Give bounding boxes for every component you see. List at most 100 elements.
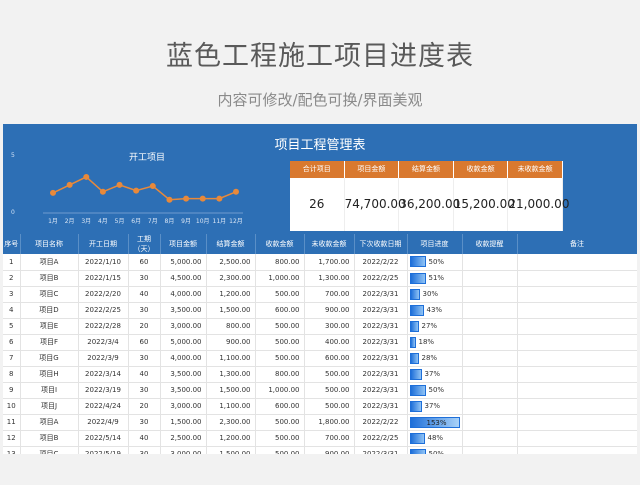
cell-amount[interactable]: 4,000.00 — [160, 350, 207, 367]
cell-amount[interactable]: 5,000.00 — [160, 254, 207, 271]
cell-progress[interactable]: 50% — [407, 254, 463, 271]
cell-amount[interactable]: 4,000.00 — [160, 286, 207, 303]
cell-next[interactable]: 2022/3/31 — [354, 334, 408, 351]
cell-name[interactable]: 项目D — [20, 302, 79, 319]
cell-unreceived[interactable]: 1,800.00 — [304, 414, 355, 431]
cell-progress[interactable]: 50% — [407, 382, 463, 399]
cell-no[interactable]: 2 — [3, 270, 21, 287]
cell-settle[interactable]: 800.00 — [206, 318, 256, 335]
cell-next[interactable]: 2022/2/25 — [354, 430, 408, 447]
cell-remark[interactable] — [517, 254, 637, 271]
cell-remark[interactable] — [517, 318, 637, 335]
cell-amount[interactable]: 2,500.00 — [160, 430, 207, 447]
cell-remark[interactable] — [517, 414, 637, 431]
cell-name[interactable]: 项目J — [20, 398, 79, 415]
cell-received[interactable]: 800.00 — [255, 366, 305, 383]
cell-days[interactable]: 40 — [128, 286, 161, 303]
cell-no[interactable]: 3 — [3, 286, 21, 303]
cell-reminder[interactable] — [462, 302, 518, 319]
cell-progress[interactable]: 28% — [407, 350, 463, 367]
cell-reminder[interactable] — [462, 286, 518, 303]
cell-next[interactable]: 2022/3/31 — [354, 366, 408, 383]
cell-next[interactable]: 2022/3/31 — [354, 286, 408, 303]
cell-received[interactable]: 1,000.00 — [255, 382, 305, 399]
cell-amount[interactable]: 4,500.00 — [160, 270, 207, 287]
cell-received[interactable]: 600.00 — [255, 302, 305, 319]
cell-name[interactable]: 项目B — [20, 430, 79, 447]
cell-reminder[interactable] — [462, 254, 518, 271]
cell-received[interactable]: 800.00 — [255, 254, 305, 271]
cell-name[interactable]: 项目E — [20, 318, 79, 335]
cell-amount[interactable]: 3,500.00 — [160, 302, 207, 319]
cell-days[interactable]: 60 — [128, 334, 161, 351]
cell-settle[interactable]: 1,100.00 — [206, 350, 256, 367]
cell-received[interactable]: 500.00 — [255, 350, 305, 367]
cell-name[interactable]: 项目A — [20, 414, 79, 431]
cell-next[interactable]: 2022/2/22 — [354, 254, 408, 271]
cell-unreceived[interactable]: 900.00 — [304, 446, 355, 454]
cell-no[interactable]: 1 — [3, 254, 21, 271]
cell-remark[interactable] — [517, 286, 637, 303]
cell-reminder[interactable] — [462, 446, 518, 454]
cell-date[interactable]: 2022/3/4 — [78, 334, 129, 351]
cell-no[interactable]: 11 — [3, 414, 21, 431]
cell-remark[interactable] — [517, 334, 637, 351]
cell-received[interactable]: 500.00 — [255, 334, 305, 351]
cell-days[interactable]: 60 — [128, 254, 161, 271]
cell-received[interactable]: 500.00 — [255, 446, 305, 454]
cell-settle[interactable]: 1,500.00 — [206, 446, 256, 454]
cell-settle[interactable]: 1,500.00 — [206, 382, 256, 399]
cell-no[interactable]: 9 — [3, 382, 21, 399]
cell-next[interactable]: 2022/3/31 — [354, 398, 408, 415]
cell-received[interactable]: 500.00 — [255, 286, 305, 303]
cell-remark[interactable] — [517, 446, 637, 454]
cell-remark[interactable] — [517, 398, 637, 415]
cell-received[interactable]: 500.00 — [255, 318, 305, 335]
cell-settle[interactable]: 1,200.00 — [206, 430, 256, 447]
cell-reminder[interactable] — [462, 398, 518, 415]
cell-received[interactable]: 600.00 — [255, 398, 305, 415]
cell-no[interactable]: 7 — [3, 350, 21, 367]
cell-amount[interactable]: 5,000.00 — [160, 334, 207, 351]
cell-days[interactable]: 30 — [128, 382, 161, 399]
cell-unreceived[interactable]: 700.00 — [304, 430, 355, 447]
cell-days[interactable]: 20 — [128, 318, 161, 335]
cell-next[interactable]: 2022/3/31 — [354, 302, 408, 319]
cell-date[interactable]: 2022/2/28 — [78, 318, 129, 335]
cell-amount[interactable]: 3,000.00 — [160, 446, 207, 454]
cell-progress[interactable]: 43% — [407, 302, 463, 319]
cell-settle[interactable]: 2,300.00 — [206, 270, 256, 287]
cell-no[interactable]: 6 — [3, 334, 21, 351]
cell-next[interactable]: 2022/2/22 — [354, 414, 408, 431]
cell-remark[interactable] — [517, 270, 637, 287]
cell-no[interactable]: 4 — [3, 302, 21, 319]
cell-date[interactable]: 2022/5/14 — [78, 430, 129, 447]
cell-no[interactable]: 5 — [3, 318, 21, 335]
cell-settle[interactable]: 1,500.00 — [206, 302, 256, 319]
cell-unreceived[interactable]: 500.00 — [304, 366, 355, 383]
cell-name[interactable]: 项目C — [20, 446, 79, 454]
cell-days[interactable]: 30 — [128, 350, 161, 367]
cell-remark[interactable] — [517, 382, 637, 399]
cell-days[interactable]: 30 — [128, 414, 161, 431]
cell-reminder[interactable] — [462, 318, 518, 335]
cell-name[interactable]: 项目I — [20, 382, 79, 399]
cell-date[interactable]: 2022/2/20 — [78, 286, 129, 303]
cell-name[interactable]: 项目G — [20, 350, 79, 367]
cell-remark[interactable] — [517, 350, 637, 367]
cell-name[interactable]: 项目A — [20, 254, 79, 271]
cell-no[interactable]: 8 — [3, 366, 21, 383]
cell-settle[interactable]: 2,500.00 — [206, 254, 256, 271]
cell-days[interactable]: 40 — [128, 430, 161, 447]
cell-no[interactable]: 12 — [3, 430, 21, 447]
cell-days[interactable]: 30 — [128, 302, 161, 319]
cell-progress[interactable]: 27% — [407, 318, 463, 335]
cell-reminder[interactable] — [462, 414, 518, 431]
cell-date[interactable]: 2022/1/15 — [78, 270, 129, 287]
cell-unreceived[interactable]: 1,700.00 — [304, 254, 355, 271]
cell-date[interactable]: 2022/4/24 — [78, 398, 129, 415]
cell-name[interactable]: 项目H — [20, 366, 79, 383]
cell-progress[interactable]: 51% — [407, 270, 463, 287]
cell-remark[interactable] — [517, 430, 637, 447]
cell-progress[interactable]: 48% — [407, 430, 463, 447]
